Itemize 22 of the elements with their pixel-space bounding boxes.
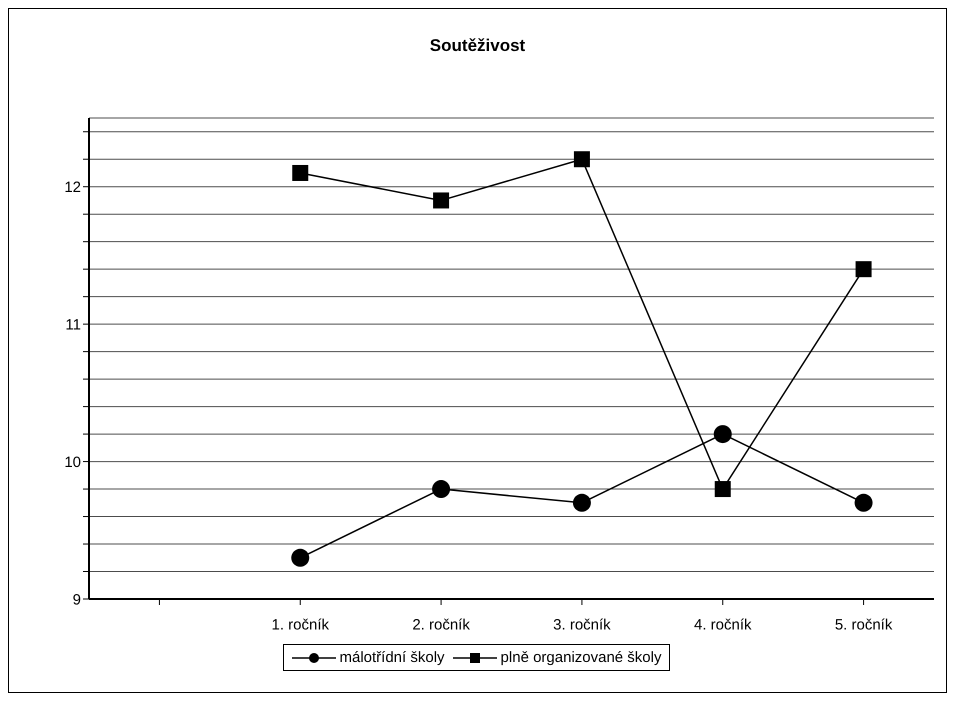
x-tick-label: 5. ročník bbox=[834, 616, 893, 634]
x-tick-label: 2. ročník bbox=[412, 616, 470, 634]
point bbox=[714, 481, 731, 498]
y-tick-label: 10 bbox=[64, 454, 81, 471]
x-tick-label: 1. ročník bbox=[271, 616, 330, 634]
y-tick-label: 11 bbox=[65, 316, 81, 334]
point bbox=[714, 425, 732, 444]
point bbox=[574, 151, 590, 168]
chart-title: Soutěživost bbox=[428, 35, 526, 57]
y-tick-label: 12 bbox=[64, 179, 81, 196]
point bbox=[854, 494, 873, 512]
x-tick-label: 3. ročník bbox=[553, 616, 612, 634]
point bbox=[572, 494, 591, 512]
x-tick-label: 4. ročník bbox=[694, 616, 752, 634]
point bbox=[433, 192, 450, 208]
legend-label: málotřídní školy bbox=[340, 649, 445, 666]
point bbox=[856, 261, 872, 278]
legend-label: plně organizované školy bbox=[500, 649, 662, 666]
y-tick-label: 9 bbox=[72, 591, 81, 608]
point bbox=[291, 548, 310, 567]
point bbox=[432, 480, 450, 498]
point bbox=[292, 164, 308, 181]
